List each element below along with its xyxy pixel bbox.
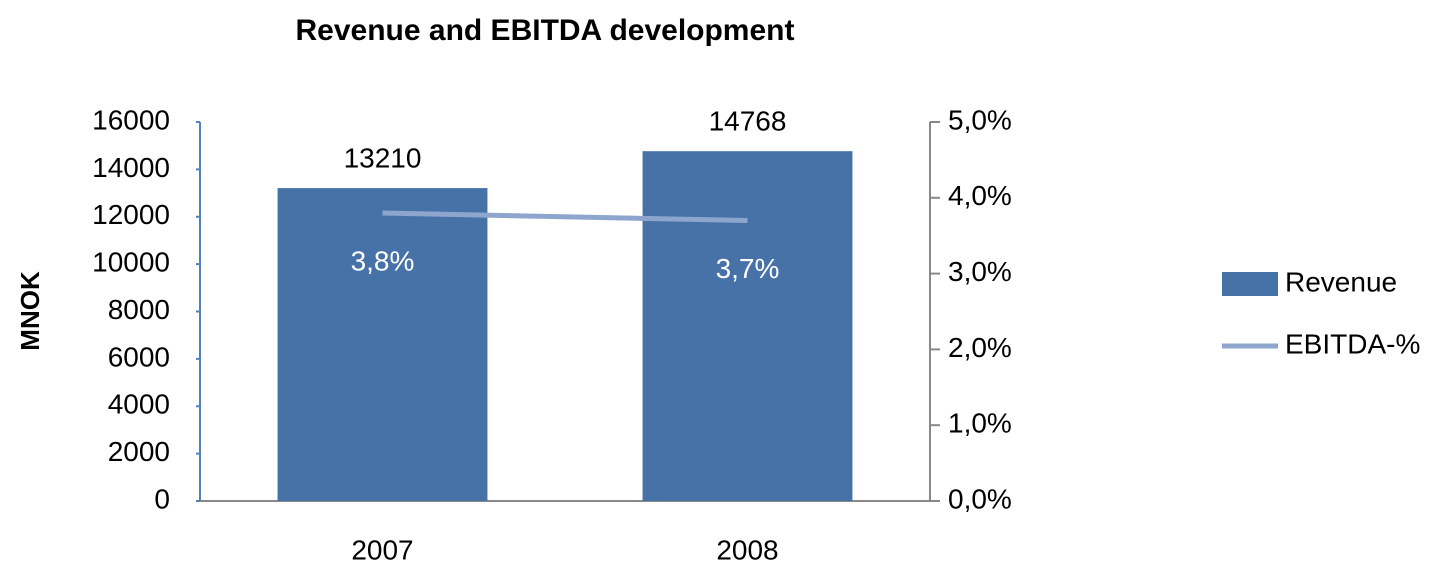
y-tick-label: 14000: [92, 152, 170, 183]
legend-label: Revenue: [1285, 266, 1397, 297]
legend-label: EBITDA-%: [1285, 328, 1420, 359]
x-tick-label: 2007: [351, 534, 413, 565]
y-tick-label: 4000: [108, 389, 170, 420]
y2-tick-label: 4,0%: [948, 180, 1012, 211]
bar-value-label: 14768: [709, 106, 787, 137]
x-tick-label: 2008: [716, 534, 778, 565]
bar: [642, 151, 853, 502]
y-tick-label: 0: [154, 483, 170, 514]
y-tick-label: 10000: [92, 247, 170, 278]
line-value-label: 3,7%: [716, 253, 780, 284]
chart-title: Revenue and EBITDA development: [296, 14, 795, 47]
y2-tick-label: 1,0%: [948, 408, 1012, 439]
legend-swatch: [1222, 272, 1278, 296]
y-axis-label: MNOK: [15, 271, 45, 351]
y-tick-label: 12000: [92, 199, 170, 230]
y2-tick-label: 2,0%: [948, 332, 1012, 363]
y2-tick-label: 0,0%: [948, 483, 1012, 514]
y-tick-label: 8000: [108, 294, 170, 325]
y-tick-label: 6000: [108, 341, 170, 372]
y-tick-label: 2000: [108, 436, 170, 467]
line: [382, 210, 748, 224]
bar: [277, 188, 488, 501]
y-tick-label: 16000: [92, 104, 170, 135]
bar-value-label: 13210: [344, 142, 422, 173]
y2-tick-label: 3,0%: [948, 256, 1012, 287]
line-value-label: 3,8%: [351, 245, 415, 276]
y2-tick-label: 5,0%: [948, 104, 1012, 135]
